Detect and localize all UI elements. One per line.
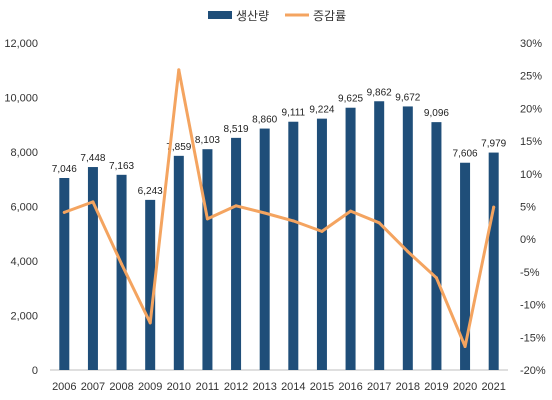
bar xyxy=(116,174,127,370)
line-point xyxy=(406,250,410,254)
bar xyxy=(374,101,385,370)
bar xyxy=(231,137,242,370)
bar xyxy=(345,107,356,370)
bar xyxy=(259,128,270,370)
x-tick-label: 2006 xyxy=(52,381,76,393)
legend: 생산량 증감률 xyxy=(208,9,346,23)
y-left-tick-label: 8,000 xyxy=(10,147,38,159)
line-point xyxy=(263,211,267,215)
bar xyxy=(488,152,499,370)
bar-data-label: 7,979 xyxy=(481,139,506,150)
bar-data-label: 7,046 xyxy=(52,164,77,175)
bar-data-label: 9,862 xyxy=(367,87,392,98)
x-tick-label: 2012 xyxy=(224,381,248,393)
bar-data-label: 9,111 xyxy=(282,108,306,119)
y-right-tick-label: 20% xyxy=(520,103,542,115)
line-path xyxy=(62,68,496,348)
bar xyxy=(288,121,299,370)
line-point xyxy=(492,205,496,209)
line-point xyxy=(463,344,467,348)
line-point xyxy=(177,68,181,72)
y-right-tick-label: 10% xyxy=(520,169,542,181)
bar-data-label: 7,859 xyxy=(166,142,191,153)
x-tick-label: 2021 xyxy=(481,381,505,393)
y-right-tick-label: -15% xyxy=(520,332,546,344)
x-tick-label: 2015 xyxy=(310,381,334,393)
legend-label-line-series: 증감률 xyxy=(313,9,346,23)
x-tick-label: 2020 xyxy=(453,381,477,393)
x-tick-label: 2009 xyxy=(138,381,162,393)
bar-data-label: 9,096 xyxy=(424,108,449,119)
x-tick-label: 2019 xyxy=(424,381,448,393)
bar-data-label: 7,606 xyxy=(453,149,478,160)
y-right-tick-label: -20% xyxy=(520,365,546,377)
bar xyxy=(402,106,413,371)
bar xyxy=(59,177,70,370)
line-point xyxy=(234,204,238,208)
bar-series xyxy=(59,101,499,371)
x-tick-label: 2007 xyxy=(81,381,105,393)
line-series xyxy=(62,68,496,348)
bar xyxy=(460,162,471,370)
line-point xyxy=(62,210,66,214)
x-tick-label: 2018 xyxy=(396,381,420,393)
y-right-tick-label: 0% xyxy=(520,234,536,246)
y-right-tick-label: 5% xyxy=(520,202,536,214)
legend-label-bar-series: 생산량 xyxy=(236,9,269,23)
y-right-tick-label: 15% xyxy=(520,136,542,148)
line-point xyxy=(291,219,295,223)
bar-data-label: 7,448 xyxy=(80,153,105,164)
bar-data-label: 9,672 xyxy=(395,92,420,103)
y-right-tick-label: 30% xyxy=(520,38,542,50)
line-point xyxy=(120,262,124,266)
line-point xyxy=(434,276,438,280)
bar-data-label: 9,224 xyxy=(309,105,334,116)
y-axis-left: 0 2,000 4,000 6,000 8,000 10,000 12,000 xyxy=(4,38,38,377)
x-tick-label: 2008 xyxy=(109,381,133,393)
line-point xyxy=(91,200,95,204)
y-left-tick-label: 12,000 xyxy=(4,38,38,50)
bar-data-label: 8,103 xyxy=(195,135,220,146)
x-tick-label: 2011 xyxy=(196,381,220,393)
x-tick-label: 2010 xyxy=(167,381,191,393)
bar xyxy=(202,149,213,370)
line-point xyxy=(148,321,152,325)
y-left-tick-label: 6,000 xyxy=(10,202,38,214)
y-right-tick-label: -10% xyxy=(520,300,546,312)
bar-data-label: 8,860 xyxy=(252,115,277,126)
bar xyxy=(145,199,156,370)
y-left-tick-label: 4,000 xyxy=(10,256,38,268)
bar xyxy=(87,167,98,370)
x-tick-label: 2014 xyxy=(281,381,305,393)
y-left-tick-label: 0 xyxy=(32,365,38,377)
y-right-tick-label: 25% xyxy=(520,71,542,83)
x-tick-label: 2013 xyxy=(252,381,276,393)
y-left-tick-label: 2,000 xyxy=(10,311,38,323)
x-tick-label: 2017 xyxy=(367,381,391,393)
y-left-tick-label: 10,000 xyxy=(4,93,38,105)
x-tick-label: 2016 xyxy=(338,381,362,393)
x-axis: 2006 2007 2008 2009 2010 2011 2012 2013 2014 2015… xyxy=(50,369,508,393)
line-point xyxy=(349,209,353,213)
bar-data-label: 8,519 xyxy=(224,124,249,135)
y-right-tick-label: -5% xyxy=(520,267,540,279)
bar-data-label: 9,625 xyxy=(338,94,363,105)
legend-swatch-bar-series xyxy=(208,11,232,19)
line-point xyxy=(320,229,324,233)
line-point xyxy=(377,221,381,225)
line-point xyxy=(205,217,209,221)
bar xyxy=(316,118,327,370)
bar xyxy=(431,122,442,370)
y-axis-right: -20% -15% -10% -5% 0% 5% 10% 15% 20% 25% 30% xyxy=(520,38,546,377)
bar xyxy=(173,155,184,370)
bar-data-label: 6,243 xyxy=(138,186,163,197)
bar-data-label: 7,163 xyxy=(109,161,134,172)
